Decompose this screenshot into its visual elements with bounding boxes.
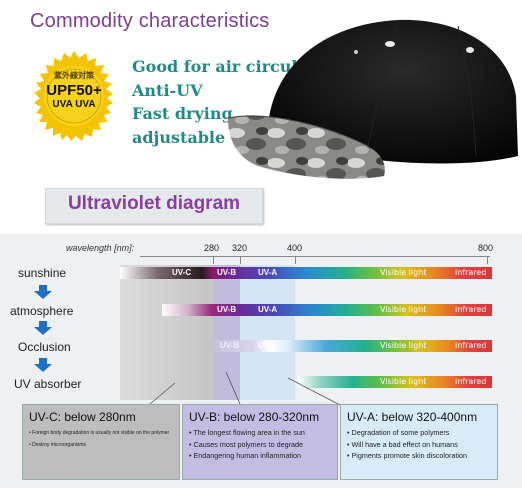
- band-label: UV-A: [258, 305, 278, 314]
- band-label: UV-A: [258, 268, 278, 277]
- info-box-uvc: UV-C: below 280nm • Foreign body degrada…: [22, 404, 180, 480]
- info-item: • Causes most polymers to degrade: [189, 439, 303, 449]
- band-label: infrared: [455, 377, 487, 386]
- band-label: infrared: [455, 341, 487, 350]
- spectrum-bar-occlusion: [215, 340, 492, 352]
- diagram-title: Ultraviolet diagram: [67, 193, 241, 214]
- info-item: • Pigments promote skin discoloration: [347, 451, 467, 460]
- down-arrow-icon: [34, 321, 52, 335]
- tick-mark: [213, 256, 214, 264]
- badge-main-text: UPF50+: [46, 82, 102, 99]
- row-label-uv-absorber: UV absorber: [14, 377, 82, 391]
- info-item: • Foreign body degradation is usually no…: [29, 430, 170, 436]
- row-label-occlusion: Occlusion: [18, 340, 71, 354]
- tick-mark: [295, 256, 296, 264]
- info-title: UV-B: below 280-320nm: [189, 410, 320, 424]
- info-item: • The longest flowing area in the sun: [189, 428, 305, 437]
- spectrum-bar-uv-absorber: [298, 376, 492, 388]
- down-arrow-icon: [34, 285, 52, 299]
- band-label: UV-B: [217, 268, 237, 277]
- page-title: Commodity characteristics: [30, 10, 270, 32]
- band-label: Visible light: [380, 268, 427, 277]
- tick-label: 280: [204, 243, 220, 253]
- info-item: • Endangering human inflammation: [189, 451, 301, 460]
- info-item: • Degradation of some polymers: [347, 428, 450, 437]
- band-label: infrared: [455, 268, 487, 277]
- row-label-atmosphere: atmosphere: [10, 304, 74, 318]
- tick-label: 400: [287, 243, 303, 253]
- diagram-title-box: [45, 188, 263, 224]
- feature-item: adjustable: [132, 127, 226, 147]
- wavelength-axis: [140, 256, 490, 257]
- info-box-uvb: UV-B: below 280-320nm • The longest flow…: [182, 404, 338, 480]
- band-label: Visible light: [380, 341, 427, 350]
- info-box-uva: UV-A: below 320-400nm • Degradation of s…: [340, 404, 498, 480]
- info-title: UV-C: below 280nm: [29, 410, 136, 424]
- info-item: • Destroy microorganisms: [29, 442, 87, 448]
- band-label: UV-B: [217, 305, 237, 314]
- cap-image: [228, 19, 518, 179]
- down-arrow-icon: [34, 358, 52, 372]
- uva-zone: [240, 265, 295, 400]
- upf-badge-icon: [34, 51, 113, 141]
- band-label: Visible light: [380, 305, 427, 314]
- band-label: UV-C: [172, 268, 192, 277]
- spectrum-bar-atmosphere: [162, 304, 492, 316]
- tick-label: 800: [478, 243, 494, 253]
- tick-label: 320: [232, 243, 248, 253]
- tick-mark: [487, 256, 488, 264]
- badge-cn-text: 紫外線対策: [54, 71, 94, 80]
- wavelength-label: wavelength [nm]:: [66, 243, 135, 253]
- info-item: • Will have a bad effect on humans: [347, 439, 458, 449]
- band-label: infrared: [455, 305, 487, 314]
- badge-sub-text: UVA UVA: [52, 99, 96, 110]
- feature-item: Fast drying: [132, 104, 233, 123]
- uvc-zone: [120, 265, 214, 400]
- band-label: Visible light: [380, 377, 427, 386]
- info-list: • The longest flowing area in the sun • …: [189, 427, 305, 462]
- band-label: UV-B: [220, 341, 240, 350]
- info-list: • Degradation of some polymers • Will ha…: [347, 427, 467, 462]
- band-label: UV-A: [258, 341, 278, 350]
- row-label-sunshine: sunshine: [18, 266, 67, 280]
- spectrum-bar-sunshine: [120, 267, 492, 279]
- info-list: • Foreign body degradation is usually no…: [29, 427, 169, 451]
- feature-item: Anti-UV: [132, 80, 203, 100]
- info-title: UV-A: below 320-400nm: [347, 410, 478, 424]
- tick-mark: [240, 256, 241, 264]
- uvb-zone: [214, 265, 240, 400]
